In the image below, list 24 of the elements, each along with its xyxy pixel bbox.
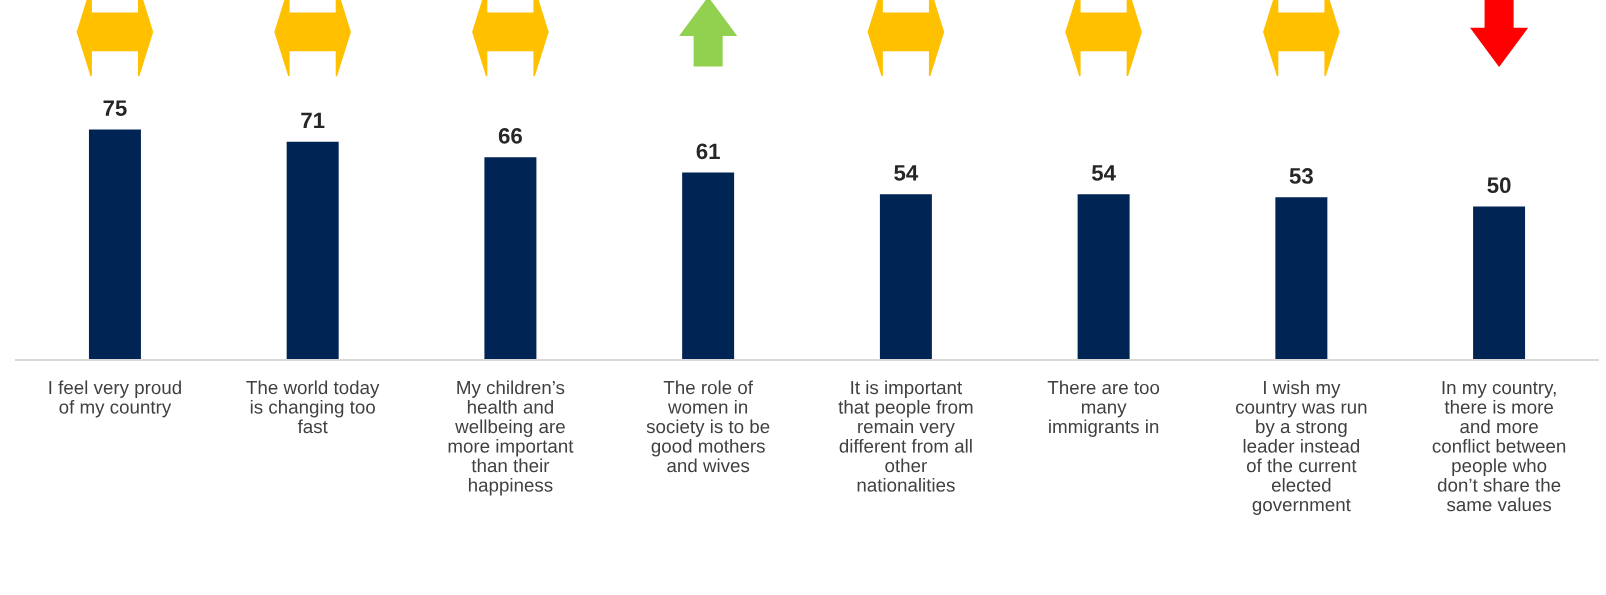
bar — [483, 155, 538, 360]
x-tick-label: I feel very proud of my country — [49, 380, 181, 418]
x-tick-label: I wish my country was run by a strong leader instead of the current elected government — [1235, 380, 1367, 515]
x-tick-label: The world today is changing too fast — [246, 380, 380, 434]
bar — [1076, 192, 1132, 360]
data-label: 75 — [103, 100, 127, 116]
data-label: 54 — [1091, 165, 1116, 181]
x-tick-label: It is important that people from remain very different from all other nationalities — [838, 380, 973, 492]
bar — [680, 171, 736, 360]
data-label: 61 — [696, 143, 720, 160]
data-label: 71 — [301, 112, 325, 129]
bar — [1273, 195, 1329, 360]
bar — [1471, 205, 1527, 360]
bar — [87, 128, 143, 360]
data-label: 66 — [498, 128, 522, 144]
x-tick-label: In my country, there is more and more conflict between people who don’t share the same values — [1432, 381, 1566, 512]
bar — [285, 140, 341, 360]
x-tick-label: There are too many immigrants in — [1047, 380, 1160, 437]
data-label: 50 — [1487, 177, 1511, 194]
data-label: 54 — [894, 165, 919, 181]
bar — [878, 192, 934, 360]
data-label: 53 — [1289, 168, 1313, 184]
x-tick-label: The role of women in society is to be good mothers and wives — [646, 380, 770, 473]
x-tick-label: My children’s health and wellbeing are more important than their happiness — [448, 380, 574, 496]
